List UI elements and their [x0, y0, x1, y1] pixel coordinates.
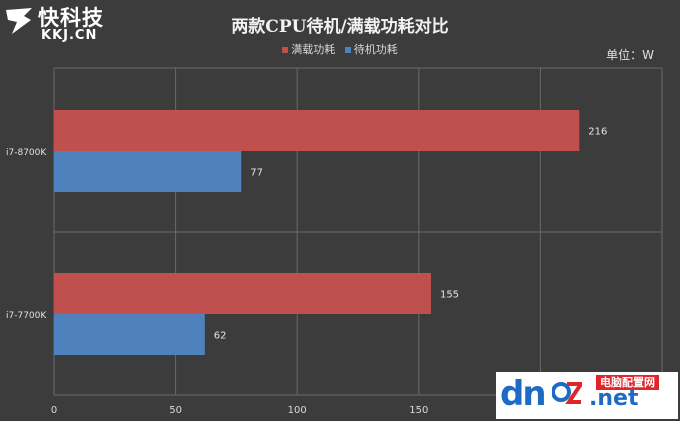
- dnpz-logo-pz-icon: [552, 382, 582, 404]
- y-category-label: i7-7700K: [6, 311, 47, 321]
- x-tick-label: 150: [409, 405, 428, 416]
- dnpz-logo-letters: dn: [500, 374, 547, 414]
- legend-item-full-load: 满载功耗: [282, 41, 335, 57]
- bar: [54, 314, 205, 355]
- dnpz-logo-tag: 电脑配置网: [596, 375, 659, 390]
- unit-label: 单位：W: [606, 48, 654, 62]
- legend-label-full-load: 满载功耗: [291, 43, 336, 56]
- legend-item-idle: 待机功耗: [344, 41, 398, 57]
- legend-swatch-idle: [344, 47, 351, 53]
- legend-swatch-full-load: [282, 47, 289, 53]
- x-tick-label: 0: [51, 405, 57, 416]
- data-label: 77: [250, 168, 263, 179]
- x-tick-label: 50: [169, 405, 182, 416]
- y-category-label: i7-8700K: [6, 148, 47, 158]
- bar: [54, 151, 242, 192]
- bar: [54, 110, 580, 151]
- kkj-logo: 快科技 KKJ.CN: [4, 4, 134, 44]
- data-label: 155: [440, 290, 459, 301]
- kkj-logo-domain: KKJ.CN: [41, 28, 98, 43]
- dnpz-logo: dn 电脑配置网 .net: [496, 372, 678, 419]
- data-label: 216: [588, 127, 607, 138]
- bar: [54, 273, 431, 314]
- data-label: 62: [214, 331, 227, 342]
- legend-label-idle: 待机功耗: [353, 43, 398, 56]
- chart-legend: 满载功耗 待机功耗: [0, 41, 680, 57]
- dnpz-logo-domain: .net: [589, 386, 639, 411]
- kkj-logo-chinese: 快科技: [38, 6, 104, 30]
- kkj-logo-icon: [6, 8, 32, 34]
- chart-title: 两款CPU待机/满载功耗对比: [231, 17, 449, 37]
- x-tick-label: 100: [288, 405, 307, 416]
